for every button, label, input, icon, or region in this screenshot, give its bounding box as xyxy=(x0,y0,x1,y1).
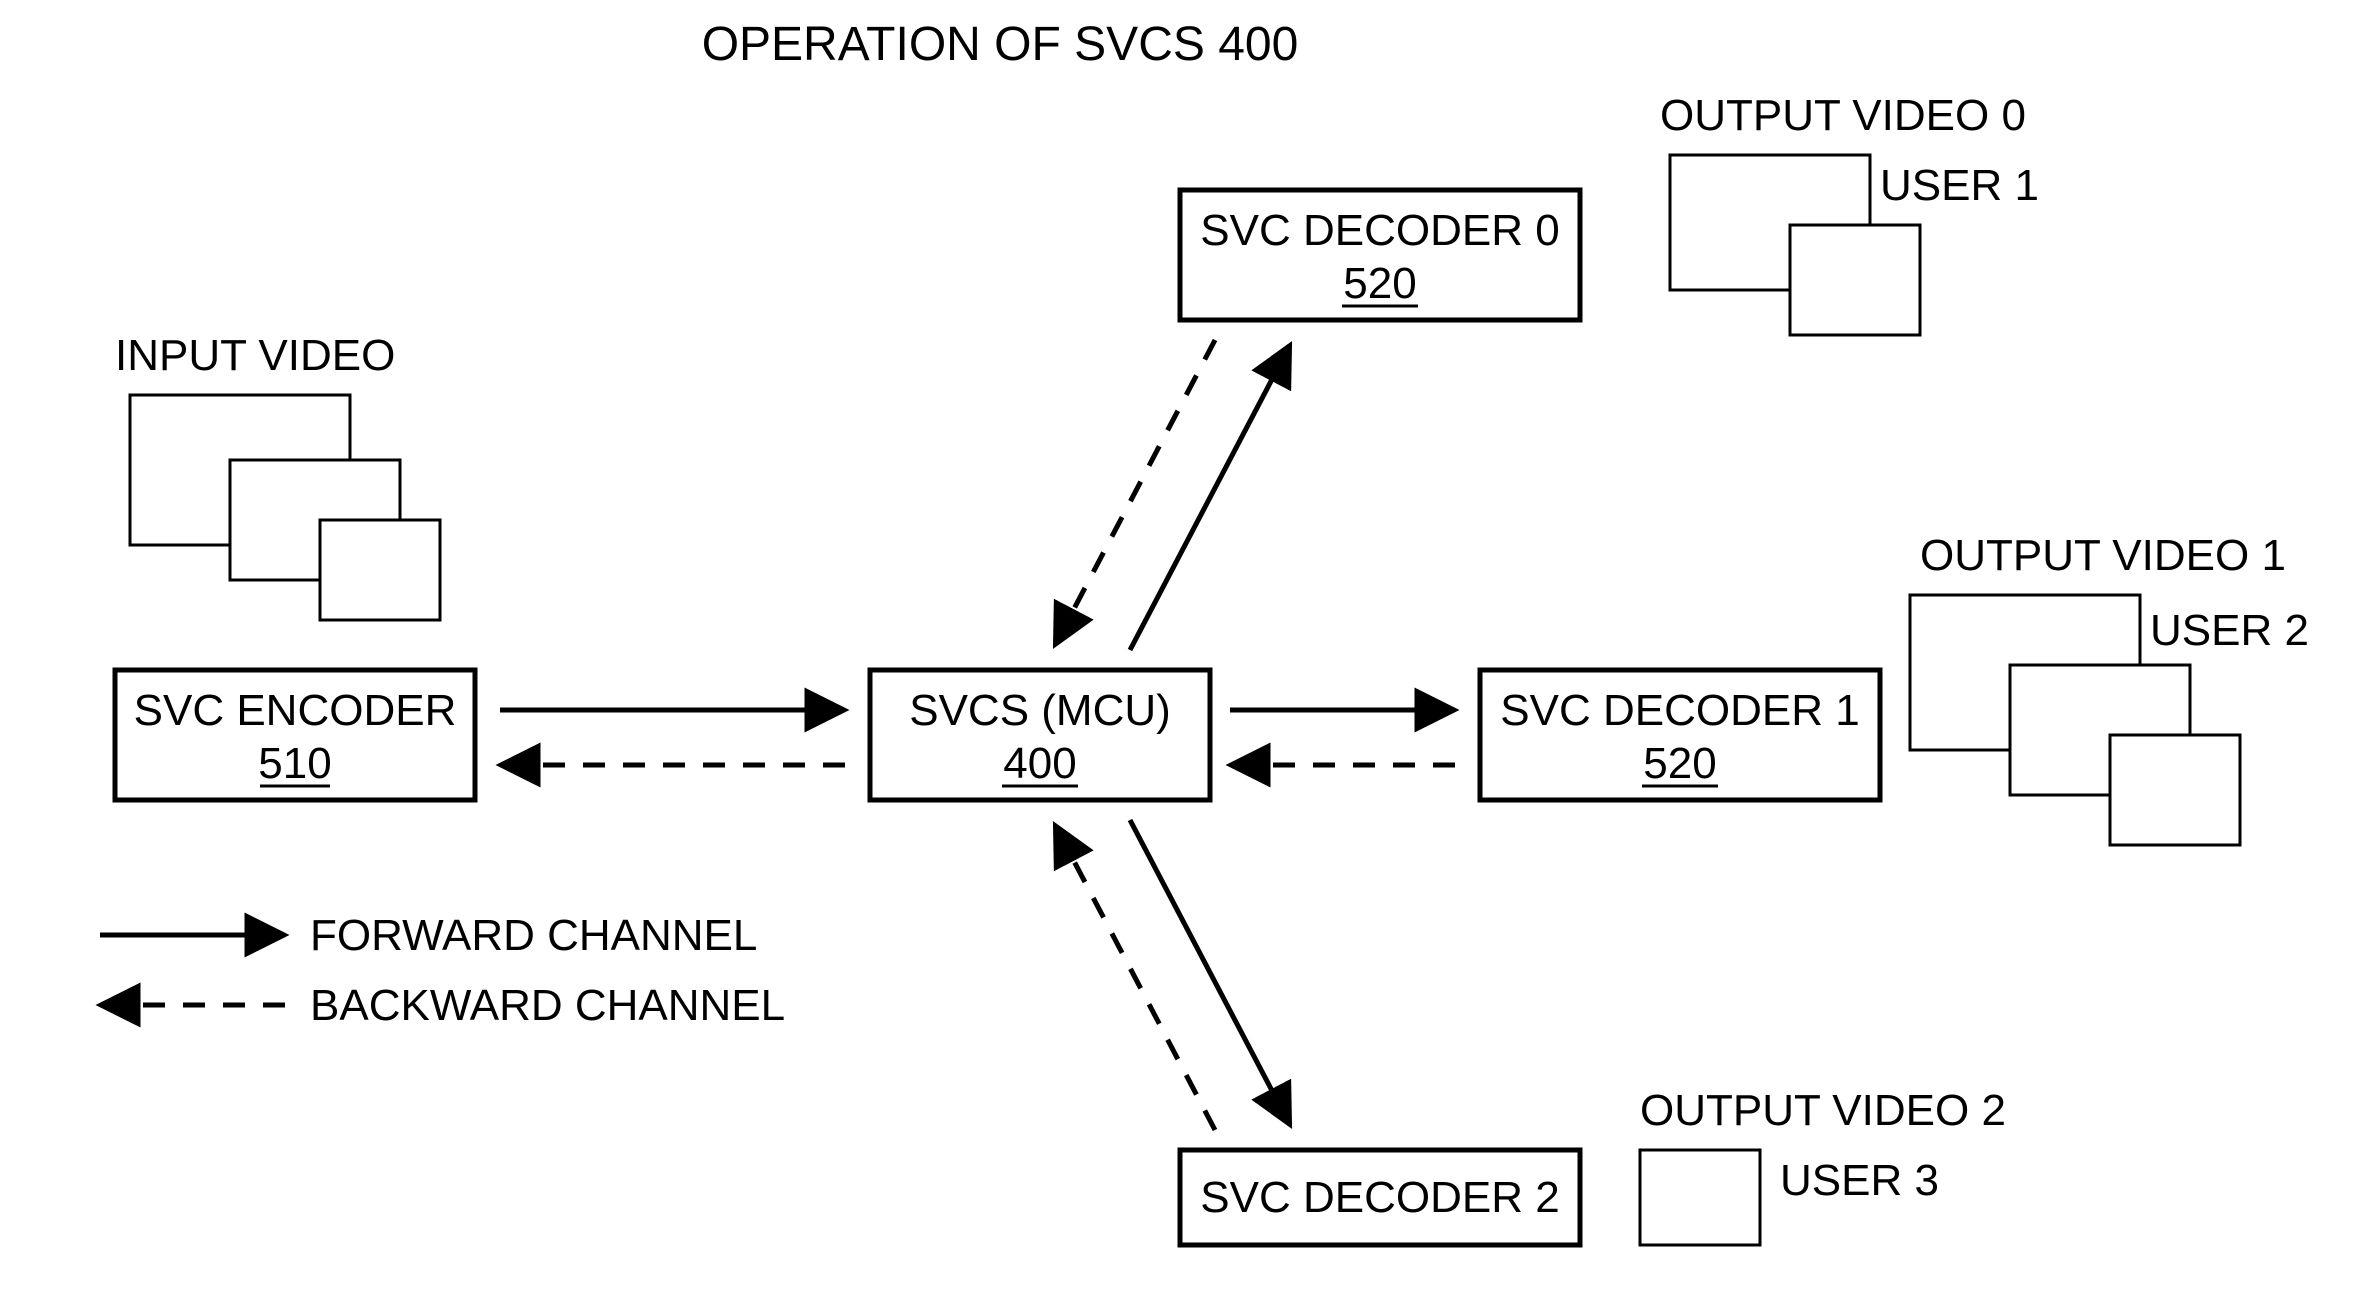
encoder-group: INPUT VIDEO SVC ENCODER 510 xyxy=(115,331,475,800)
svcs-group: SVCS (MCU) 400 xyxy=(870,670,1210,800)
decoder2-caption: OUTPUT VIDEO 2 xyxy=(1640,1086,2006,1135)
legend-backward-label: BACKWARD CHANNEL xyxy=(310,981,785,1030)
arrow-svcs-to-dec2 xyxy=(1130,820,1290,1125)
decoder0-label: SVC DECODER 0 xyxy=(1200,206,1559,255)
decoder0-num: 520 xyxy=(1343,259,1416,308)
input-video-thumbs xyxy=(130,395,440,620)
encoder-num: 510 xyxy=(258,739,331,788)
arrow-svcs-to-dec0 xyxy=(1130,345,1290,650)
decoder0-caption: OUTPUT VIDEO 0 xyxy=(1660,91,2026,140)
diagram-canvas: OPERATION OF SVCS 400 INPUT VIDEO SVC EN… xyxy=(0,0,2358,1296)
input-video-caption: INPUT VIDEO xyxy=(115,331,395,380)
output2-thumbs xyxy=(1640,1150,1760,1245)
svcs-num: 400 xyxy=(1003,739,1076,788)
decoder0-user: USER 1 xyxy=(1880,161,2039,210)
decoder1-user: USER 2 xyxy=(2150,606,2309,655)
decoder2-user: USER 3 xyxy=(1780,1156,1939,1205)
diagram-title: OPERATION OF SVCS 400 xyxy=(702,18,1299,71)
legend: FORWARD CHANNEL BACKWARD CHANNEL xyxy=(100,911,785,1030)
decoder1-caption: OUTPUT VIDEO 1 xyxy=(1920,531,2286,580)
legend-forward-label: FORWARD CHANNEL xyxy=(310,911,757,960)
decoder1-group: SVC DECODER 1 520 OUTPUT VIDEO 1 USER 2 xyxy=(1480,531,2309,845)
decoder1-label: SVC DECODER 1 xyxy=(1500,686,1859,735)
arrow-dec0-to-svcs xyxy=(1055,340,1215,645)
decoder2-group: SVC DECODER 2 OUTPUT VIDEO 2 USER 3 xyxy=(1180,1086,2006,1245)
decoder1-num: 520 xyxy=(1643,739,1716,788)
decoder2-label: SVC DECODER 2 xyxy=(1200,1173,1559,1222)
svcs-label: SVCS (MCU) xyxy=(909,686,1171,735)
arrow-dec2-to-svcs xyxy=(1055,825,1215,1130)
decoder0-group: SVC DECODER 0 520 OUTPUT VIDEO 0 USER 1 xyxy=(1180,91,2039,335)
encoder-label: SVC ENCODER xyxy=(134,686,457,735)
